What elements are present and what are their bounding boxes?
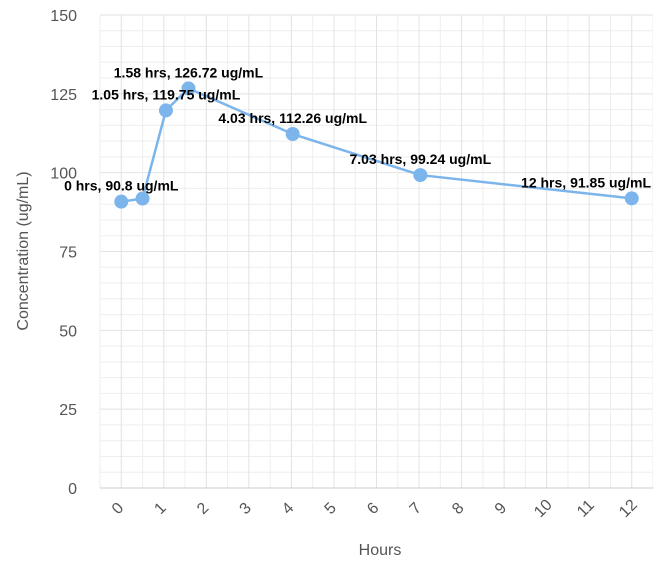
x-tick-label: 5 xyxy=(322,500,340,518)
data-point xyxy=(285,127,300,142)
y-tick-label: 125 xyxy=(50,87,77,104)
data-point xyxy=(413,168,428,183)
data-label: 1.58 hrs, 126.72 ug/mL xyxy=(114,64,264,80)
grid xyxy=(99,14,653,488)
data-point xyxy=(135,191,150,206)
y-tick-label: 50 xyxy=(59,323,77,340)
data-point xyxy=(114,194,129,209)
x-tick-label: 4 xyxy=(279,500,297,518)
data-label: 7.03 hrs, 99.24 ug/mL xyxy=(350,151,492,167)
x-tick-label: 6 xyxy=(364,500,382,518)
data-label: 1.05 hrs, 119.75 ug/mL xyxy=(92,86,241,102)
y-tick-label: 100 xyxy=(50,166,77,183)
x-tick-label: 11 xyxy=(574,497,598,521)
x-tick-label: 12 xyxy=(616,496,641,521)
x-tick-label: 3 xyxy=(237,500,255,518)
x-tick-label: 8 xyxy=(449,500,467,518)
y-tick-label: 75 xyxy=(59,245,77,262)
y-tick-label: 25 xyxy=(59,402,77,419)
x-tick-label: 1 xyxy=(151,500,169,518)
data-label: 0 hrs, 90.8 ug/mL xyxy=(64,178,179,194)
y-tick-label: 150 xyxy=(50,8,77,25)
data-point xyxy=(181,81,196,96)
x-axis-title: Hours xyxy=(359,542,402,559)
data-label: 12 hrs, 91.85 ug/mL xyxy=(521,174,651,190)
x-tick-label: 0 xyxy=(109,500,127,518)
x-tick-label: 2 xyxy=(194,500,212,518)
data-point xyxy=(158,103,173,118)
y-tick-label: 0 xyxy=(68,481,77,498)
x-tick-label: 10 xyxy=(531,496,556,521)
x-tick-label: 7 xyxy=(407,500,425,518)
y-axis-title: Concentration (ug/mL) xyxy=(15,171,32,330)
data-point xyxy=(624,191,639,206)
data-label: 4.03 hrs, 112.26 ug/mL xyxy=(218,110,367,126)
series xyxy=(114,81,639,209)
data-labels: 0 hrs, 90.8 ug/mL 1.05 hrs, 119.75 ug/mL 1… xyxy=(64,64,651,193)
x-tick-label: 9 xyxy=(492,500,510,518)
